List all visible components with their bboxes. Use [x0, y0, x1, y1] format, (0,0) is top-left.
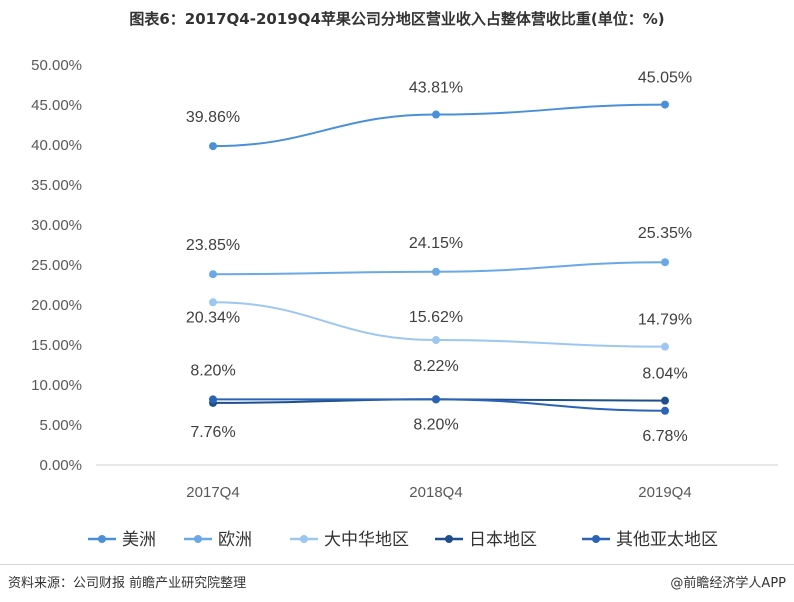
data-point	[209, 270, 217, 279]
legend-label: 大中华地区	[324, 530, 409, 550]
chart-title: 图表6：2017Q4-2019Q4苹果公司分地区营业收入占整体营收比重(单位：%…	[129, 10, 665, 28]
data-point	[209, 395, 217, 404]
y-tick-label: 20.00%	[31, 297, 82, 314]
data-label: 8.04%	[642, 366, 687, 383]
y-tick-label: 40.00%	[31, 137, 82, 154]
data-label: 45.05%	[638, 70, 692, 87]
data-label: 8.20%	[190, 362, 235, 379]
y-tick-label: 30.00%	[31, 217, 82, 234]
legend-swatch-dot	[300, 535, 308, 543]
legend-swatch-dot	[592, 535, 600, 543]
y-tick-label: 0.00%	[39, 457, 82, 474]
legend-label: 美洲	[122, 530, 156, 550]
y-tick-label: 35.00%	[31, 177, 82, 194]
line-chart: 0.00% 5.00% 10.00% 15.00% 20.00% 25.00% 30.00%…	[31, 57, 778, 550]
data-label: 8.22%	[413, 358, 458, 375]
brand-credit: @前瞻经济学人APP	[670, 576, 786, 591]
y-tick-label: 45.00%	[31, 97, 82, 114]
data-point	[209, 298, 217, 307]
source-note: 资料来源：公司财报 前瞻产业研究院整理	[8, 576, 247, 591]
data-point	[432, 267, 440, 276]
data-label: 24.15%	[409, 235, 463, 252]
y-tick-label: 10.00%	[31, 377, 82, 394]
y-tick-label: 25.00%	[31, 257, 82, 274]
data-point	[661, 258, 669, 267]
legend-label: 欧洲	[218, 530, 252, 550]
y-tick-label: 50.00%	[31, 57, 82, 74]
data-label: 20.34%	[186, 309, 240, 326]
series-line	[212, 103, 666, 148]
data-point	[661, 406, 669, 415]
data-point	[432, 110, 440, 119]
data-label: 8.20%	[413, 416, 458, 433]
legend-swatch-dot	[98, 535, 106, 543]
x-tick-label: 2017Q4	[186, 484, 239, 501]
data-point	[432, 336, 440, 345]
data-label: 15.62%	[409, 309, 463, 326]
data-label: 14.79%	[638, 312, 692, 329]
legend-label: 其他亚太地区	[616, 530, 718, 550]
data-label: 23.85%	[186, 237, 240, 254]
data-label: 25.35%	[638, 225, 692, 242]
x-tick-label: 2018Q4	[409, 484, 462, 501]
data-point	[661, 100, 669, 109]
data-point	[661, 396, 669, 405]
data-point	[661, 342, 669, 351]
data-label: 43.81%	[409, 80, 463, 97]
y-tick-label: 5.00%	[39, 417, 82, 434]
data-point	[432, 395, 440, 404]
footer-divider	[0, 564, 794, 565]
data-label: 6.78%	[642, 428, 687, 445]
data-label: 39.86%	[186, 109, 240, 126]
data-point	[209, 142, 217, 151]
y-tick-label: 15.00%	[31, 337, 82, 354]
legend-swatch-dot	[194, 535, 202, 543]
data-label: 7.76%	[190, 424, 235, 441]
legend-label: 日本地区	[469, 530, 537, 550]
x-tick-label: 2019Q4	[638, 484, 691, 501]
legend-swatch-dot	[445, 535, 453, 543]
